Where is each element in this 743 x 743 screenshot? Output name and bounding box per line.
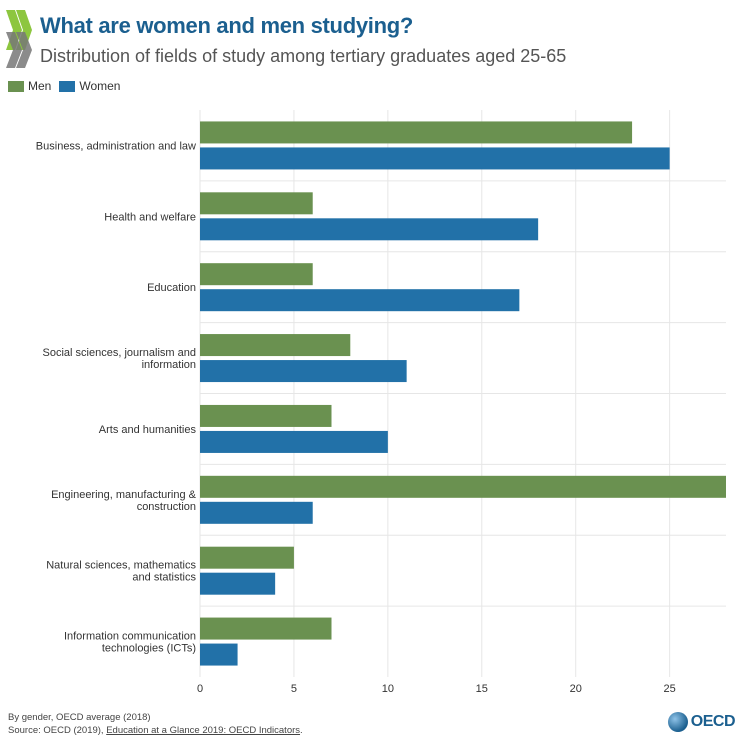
bar-women-1[interactable] [200, 218, 539, 241]
oecd-brand[interactable]: OECD [667, 712, 736, 732]
x-tick-label-2: 10 [382, 683, 394, 695]
legend-item-men[interactable]: Men [8, 79, 51, 93]
source-prefix: Source: OECD (2019), [8, 725, 107, 736]
bar-men-5[interactable] [200, 475, 726, 498]
legend-swatch-women [59, 80, 76, 92]
bar-men-6[interactable] [200, 546, 294, 569]
chart-subtitle: Distribution of fields of study among te… [40, 46, 567, 66]
bar-women-2[interactable] [200, 289, 520, 312]
category-label-2: Education [147, 282, 196, 294]
legend-item-women[interactable]: Women [59, 79, 120, 93]
bar-women-7[interactable] [200, 643, 238, 666]
legend-label-women: Women [79, 79, 121, 93]
bar-women-5[interactable] [200, 501, 313, 524]
bar-women-0[interactable] [200, 147, 670, 170]
source-line: Source: OECD (2019), Education at a Glan… [8, 725, 303, 736]
category-label-7: Information communication technologies (I… [64, 631, 196, 655]
category-label-0: Business, administration and law [36, 140, 196, 152]
oecd-brand-label: OECD [690, 713, 736, 730]
bar-women-6[interactable] [200, 572, 276, 595]
globe-icon [667, 712, 688, 732]
oecd-chevron-logo [6, 10, 32, 68]
bar-men-2[interactable] [200, 263, 313, 286]
legend-swatch-men [8, 80, 24, 92]
x-tick-label-5: 25 [664, 683, 676, 695]
source-suffix: . [300, 725, 303, 736]
x-tick-label-1: 5 [291, 683, 297, 695]
source-link[interactable]: Education at a Glance 2019: OECD Indicat… [106, 725, 301, 736]
bar-men-1[interactable] [200, 192, 313, 215]
bar-men-0[interactable] [200, 121, 633, 144]
bar-men-3[interactable] [200, 334, 351, 357]
chart-title: What are women and men studying? [40, 13, 413, 38]
bar-chart: Business, administration and law Health a… [36, 110, 726, 695]
bar-women-4[interactable] [200, 430, 388, 453]
x-tick-label-0: 0 [197, 683, 203, 695]
bar-women-3[interactable] [200, 360, 407, 383]
category-label-5: Engineering, manufacturing & construction [51, 489, 197, 513]
legend-label-men: Men [28, 79, 52, 93]
x-tick-label-4: 20 [570, 683, 582, 695]
chart-legend[interactable]: Men Women [8, 79, 128, 93]
category-label-3: Social sciences, journalism and informati… [43, 347, 196, 371]
x-tick-label-3: 15 [476, 683, 488, 695]
category-label-1: Health and welfare [104, 211, 196, 223]
bar-men-7[interactable] [200, 617, 332, 640]
category-label-4: Arts and humanities [99, 424, 197, 436]
category-label-6: Natural sciences, mathematics and statist… [46, 560, 196, 584]
chart-note: By gender, OECD average (2018) [8, 712, 151, 723]
bar-men-4[interactable] [200, 404, 332, 427]
